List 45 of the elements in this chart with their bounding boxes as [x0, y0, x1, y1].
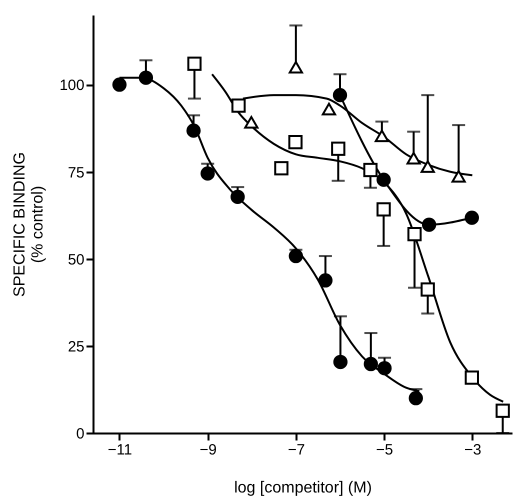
point — [464, 210, 479, 225]
point — [376, 202, 391, 216]
y-tick-label: 75 — [68, 164, 84, 182]
point — [186, 124, 201, 138]
point — [231, 98, 246, 113]
x-tick-label: −9 — [200, 442, 217, 458]
y-tick-label: 50 — [68, 251, 84, 268]
x-axis-title: log [competitor] (M) — [234, 480, 372, 496]
point — [138, 70, 154, 85]
point — [288, 248, 304, 264]
point — [407, 226, 422, 242]
point — [187, 56, 202, 71]
point — [244, 116, 258, 129]
point — [496, 404, 510, 418]
point — [376, 172, 391, 187]
point — [420, 160, 435, 173]
point — [288, 60, 304, 74]
point — [230, 190, 245, 204]
point — [422, 218, 436, 232]
point — [364, 356, 378, 372]
point — [332, 88, 348, 102]
point — [374, 130, 390, 142]
point — [406, 152, 421, 164]
x-tick-label: −11 — [108, 442, 132, 458]
point — [112, 78, 127, 92]
point — [377, 361, 392, 376]
x-tick-label: −3 — [464, 442, 482, 458]
y-tick-label: 0 — [76, 426, 84, 442]
point — [452, 170, 466, 183]
point — [408, 391, 423, 406]
x-tick-label: −5 — [376, 442, 394, 458]
point — [464, 370, 479, 385]
point — [363, 162, 378, 178]
y-tick-label: 100 — [59, 77, 84, 94]
point — [200, 166, 215, 181]
x-tick-label: −7 — [288, 442, 305, 458]
point — [322, 102, 336, 116]
y-tick-label: 25 — [68, 338, 84, 356]
point — [331, 142, 346, 156]
point — [420, 282, 435, 297]
point — [318, 273, 333, 288]
y-axis-title: SPECIFIC BINDING (% control) — [11, 152, 46, 297]
point — [274, 161, 288, 176]
point — [333, 354, 348, 370]
point — [288, 135, 303, 150]
